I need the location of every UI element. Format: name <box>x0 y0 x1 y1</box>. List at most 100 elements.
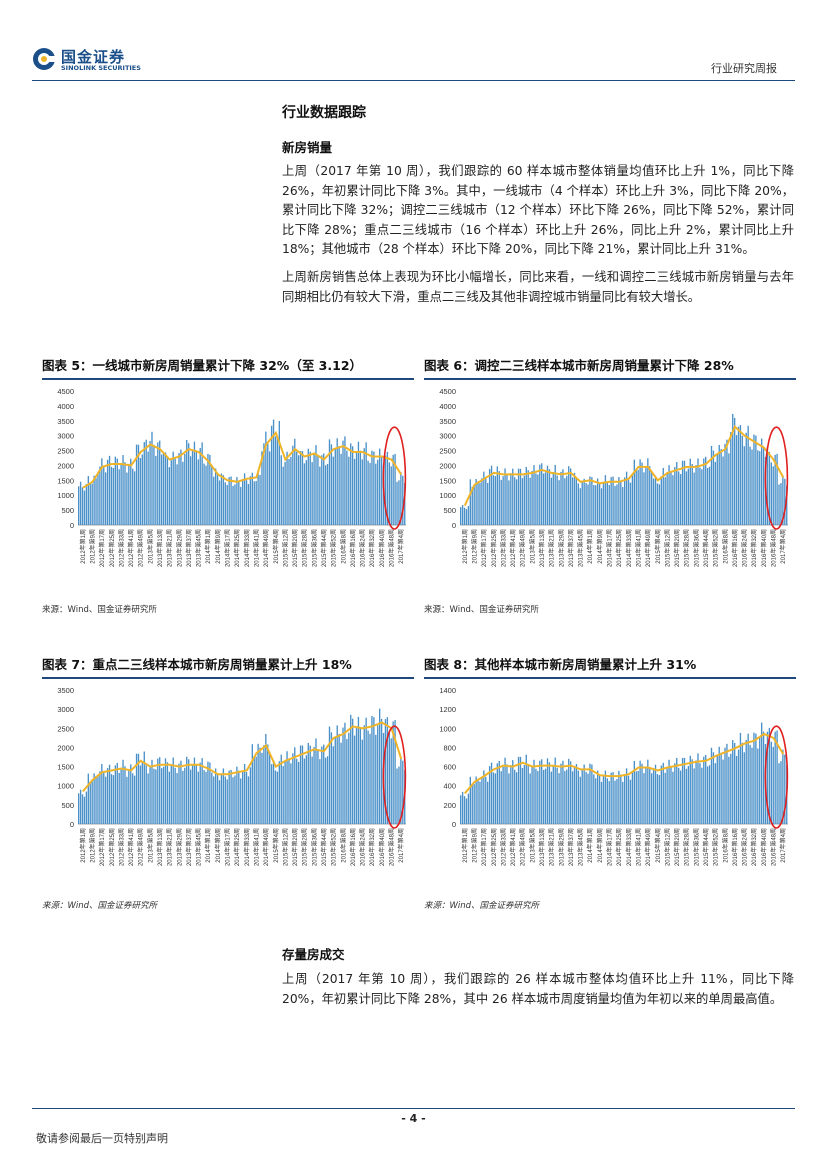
bar-group <box>604 770 614 824</box>
bar <box>496 466 499 525</box>
bar <box>319 759 321 824</box>
bar <box>747 733 749 824</box>
bar <box>784 754 786 824</box>
chart-source: 来源：Wind、国金证券研究所 <box>42 901 158 911</box>
bar <box>265 431 267 525</box>
x-tick-label: 2014年第33周 <box>243 529 251 567</box>
bar <box>390 466 392 525</box>
bar <box>622 486 624 525</box>
bar <box>672 771 674 824</box>
bar <box>274 770 277 824</box>
bar <box>153 444 155 525</box>
bar <box>280 754 282 824</box>
bar <box>693 472 695 525</box>
highlight-ellipse <box>382 725 407 829</box>
bar <box>637 469 639 525</box>
x-tick-label: 2015年第4周 <box>654 529 662 564</box>
series-line <box>464 732 785 795</box>
bar-group <box>367 450 377 525</box>
bar <box>135 444 138 525</box>
bar <box>604 475 607 525</box>
bar <box>305 755 308 824</box>
bar <box>550 477 553 525</box>
series-line <box>82 430 403 489</box>
bar <box>504 468 506 525</box>
bar <box>118 772 120 824</box>
bar <box>230 476 232 525</box>
bar-group <box>672 462 682 525</box>
bar <box>583 764 585 824</box>
bar-group <box>575 478 585 525</box>
bar <box>712 752 715 824</box>
bar <box>91 781 93 824</box>
bar <box>351 446 354 525</box>
x-tick-label: 2016年第32周 <box>750 529 758 567</box>
bar <box>625 471 628 525</box>
bar <box>297 761 300 824</box>
bar <box>238 480 240 525</box>
bar <box>548 762 551 824</box>
bar-group <box>174 449 184 525</box>
bar <box>515 772 518 824</box>
bar <box>232 485 234 525</box>
bar <box>564 770 566 824</box>
bar <box>164 758 167 824</box>
bar <box>247 776 250 824</box>
bar <box>186 440 188 525</box>
x-tick-label: 2015年第4周 <box>272 828 280 863</box>
bar <box>85 483 88 525</box>
x-tick-label: 2017年第4周 <box>397 529 405 564</box>
bar <box>475 479 477 525</box>
bar <box>500 479 502 525</box>
bar <box>569 468 572 525</box>
bar <box>662 467 664 525</box>
bar <box>776 453 778 525</box>
bar <box>213 476 215 525</box>
bar-group <box>575 764 585 824</box>
bar <box>392 721 394 824</box>
x-tick-label: 2013年第29周 <box>175 828 183 866</box>
bar-group <box>299 448 309 525</box>
bar <box>89 484 91 525</box>
bar <box>357 716 360 824</box>
bar <box>195 764 198 824</box>
x-tick-label: 2012年第1周 <box>79 828 87 863</box>
bar <box>103 771 105 824</box>
y-tick-label: 3000 <box>57 432 74 441</box>
bar <box>176 464 178 525</box>
bar <box>668 759 670 824</box>
bar <box>535 768 537 824</box>
bar <box>762 731 765 824</box>
bar <box>377 459 379 525</box>
bar <box>614 780 616 824</box>
bar <box>745 740 747 824</box>
y-tick-label: 500 <box>61 801 74 810</box>
x-tick-label: 2012年第17周 <box>98 828 106 866</box>
bar <box>604 770 607 824</box>
bar <box>624 774 626 824</box>
bar <box>755 435 757 525</box>
bar <box>668 465 670 525</box>
bar <box>353 458 356 525</box>
bar <box>344 436 346 525</box>
bar <box>91 483 93 525</box>
bar-group <box>537 759 547 824</box>
bar <box>496 763 499 824</box>
bar <box>560 471 562 525</box>
bar <box>651 472 653 525</box>
bar <box>255 480 257 525</box>
bar <box>656 483 659 525</box>
bar <box>243 473 246 525</box>
bar-group <box>488 762 499 824</box>
bar-group <box>546 757 556 824</box>
bar <box>139 458 142 525</box>
logo-icon <box>33 48 56 70</box>
bar <box>664 477 666 525</box>
x-tick-label: 2014年第25周 <box>615 828 623 866</box>
bar <box>701 469 703 525</box>
bar-group <box>135 751 145 824</box>
bar-group <box>232 766 242 824</box>
x-tick-label: 2016年第8周 <box>721 529 729 564</box>
bar <box>396 481 398 525</box>
logo-text-en: SINOLINK SECURITIES <box>61 64 141 72</box>
